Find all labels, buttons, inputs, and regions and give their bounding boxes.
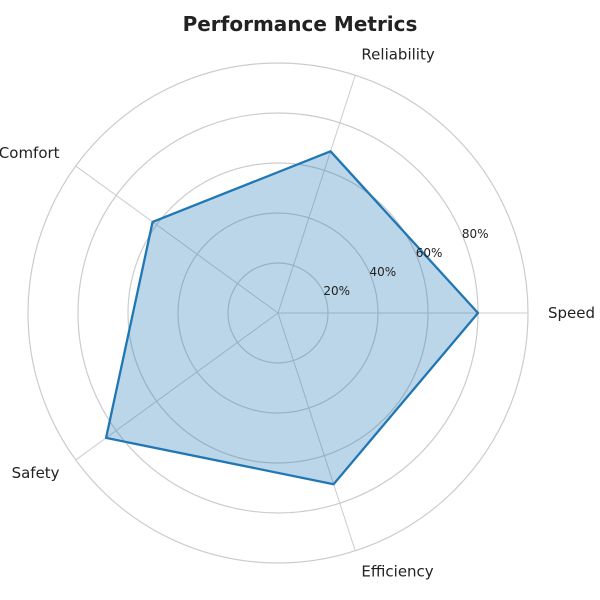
tick-label: 60%	[416, 246, 443, 260]
grid-spoke	[277, 75, 356, 314]
axis-label-efficiency: Efficiency	[361, 563, 433, 581]
tick-label: 20%	[323, 284, 350, 298]
grid-spoke	[75, 165, 279, 314]
tick-label: 40%	[370, 265, 397, 279]
grid-spoke	[277, 312, 356, 551]
series-area	[104, 150, 480, 486]
tick-labels: 20% 40% 60% 80%	[323, 227, 488, 298]
axis-label-reliability: Reliability	[361, 45, 434, 63]
chart-title: Performance Metrics	[182, 12, 418, 36]
axis-labels: Speed Reliability Comfort Safety Efficiency	[0, 45, 595, 580]
tick-label: 80%	[462, 227, 489, 241]
grid-spoke	[75, 312, 279, 461]
axis-label-comfort: Comfort	[0, 144, 60, 162]
axis-label-safety: Safety	[12, 464, 60, 482]
series-layer	[104, 150, 480, 486]
axis-label-speed: Speed	[548, 304, 595, 322]
grid-spokes	[75, 75, 528, 551]
